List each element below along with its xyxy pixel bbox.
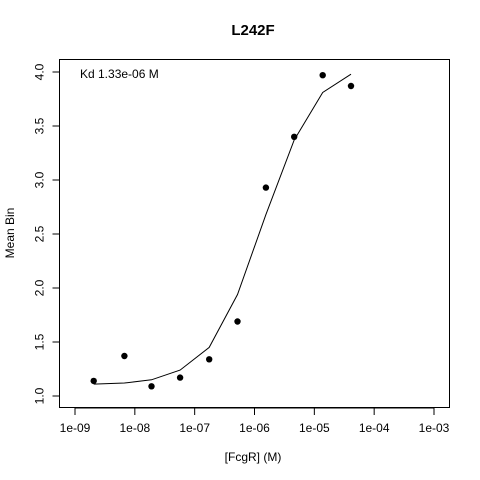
y-tick-label: 1.5 bbox=[33, 333, 47, 350]
x-tick-label: 1e-07 bbox=[179, 421, 210, 435]
y-axis: 1.0 1.5 2.0 2.5 3.0 3.5 4.0 bbox=[33, 63, 60, 404]
data-point bbox=[291, 133, 298, 140]
data-point bbox=[176, 374, 184, 381]
x-tick-label: 1e-05 bbox=[299, 421, 330, 435]
y-tick-label: 2.5 bbox=[33, 225, 47, 242]
x-tick-label: 1e-04 bbox=[359, 421, 390, 435]
y-tick-label: 3.0 bbox=[33, 171, 47, 188]
data-point bbox=[90, 377, 97, 385]
data-point bbox=[148, 383, 155, 390]
x-tick-label: 1e-06 bbox=[239, 421, 270, 435]
x-tick-label: 1e-09 bbox=[60, 421, 91, 435]
data-point bbox=[121, 352, 128, 360]
x-axis: 1e-09 1e-08 1e-07 1e-06 1e-05 1e-04 1e-03 bbox=[60, 407, 450, 435]
chart-title: L242F bbox=[231, 22, 274, 39]
y-tick-label: 3.5 bbox=[33, 117, 47, 134]
data-point bbox=[347, 82, 355, 90]
data-point bbox=[206, 356, 213, 363]
x-tick-label: 1e-08 bbox=[119, 421, 150, 435]
x-tick-label: 1e-03 bbox=[419, 421, 450, 435]
data-point bbox=[234, 318, 241, 325]
data-point bbox=[262, 184, 270, 191]
data-point bbox=[319, 72, 326, 79]
fit-curve bbox=[93, 73, 352, 385]
y-tick-label: 1.0 bbox=[33, 387, 47, 404]
y-axis-label: Mean Bin bbox=[3, 208, 17, 259]
kd-annotation: Kd 1.33e-06 M bbox=[80, 67, 159, 81]
x-axis-label: [FcgR] (M) bbox=[225, 450, 282, 464]
plot-area bbox=[90, 72, 355, 390]
y-tick-label: 2.0 bbox=[33, 279, 47, 296]
y-tick-label: 4.0 bbox=[33, 63, 47, 80]
